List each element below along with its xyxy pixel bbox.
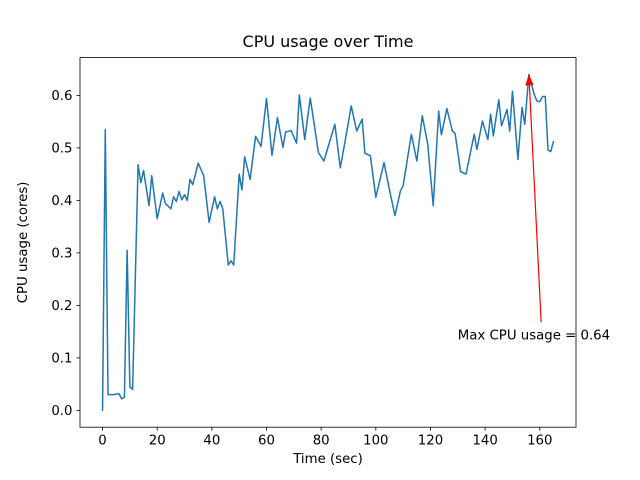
y-axis-label: CPU usage (cores) — [16, 182, 31, 304]
x-tick-label: 160 — [527, 434, 552, 449]
plot-border — [79, 57, 577, 428]
y-tick-label: 0.5 — [51, 142, 72, 157]
x-axis-label: Time (sec) — [292, 452, 363, 467]
y-tick-label: 0.6 — [51, 89, 72, 104]
plot-area: 0 20 40 60 80 100 120 140 160 0.0 0.1 0.2 0.3 0.4 0.5 0… — [51, 57, 577, 449]
y-tick-label: 0.1 — [51, 352, 72, 367]
annotation-arrowhead — [525, 74, 534, 86]
x-tick-label: 100 — [363, 434, 388, 449]
x-tick-label: 40 — [203, 434, 220, 449]
x-tick-label: 20 — [149, 434, 166, 449]
max-annotation-label: Max CPU usage = 0.64 — [458, 329, 610, 344]
y-tick-label: 0.3 — [51, 247, 72, 262]
y-tick-label: 0.2 — [51, 299, 72, 314]
annotation-arrow — [528, 85, 542, 323]
y-tick-label: 0.4 — [51, 194, 72, 209]
x-tick-label: 120 — [418, 434, 443, 449]
x-tick-label: 0 — [98, 434, 106, 449]
chart-title: CPU usage over Time — [243, 32, 414, 51]
y-tick-label: 0.0 — [51, 404, 72, 419]
cpu-usage-line — [101, 73, 555, 412]
x-tick-label: 80 — [313, 434, 330, 449]
x-tick-label: 140 — [472, 434, 497, 449]
x-tick-label: 60 — [258, 434, 275, 449]
